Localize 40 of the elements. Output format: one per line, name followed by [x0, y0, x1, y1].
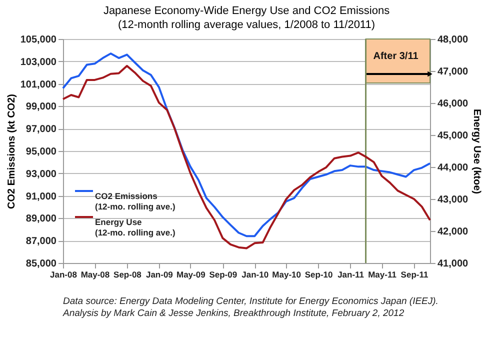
chart-subtitle: (12-month rolling average values, 1/2008 to 11/2011): [118, 19, 376, 31]
y-tick-label: 89,000: [26, 214, 57, 225]
legend-label: CO2 Emissions (12-mo. rolling ave.): [95, 191, 176, 212]
y2-tick-label: 45,000: [438, 130, 469, 142]
y-tick-label: 101,000: [20, 79, 57, 90]
y-tick-label: 87,000: [26, 236, 57, 248]
x-tick-label: Jan-09: [146, 270, 174, 280]
y-tick-label: 105,000: [20, 34, 57, 46]
y-tick-label: 97,000: [26, 124, 57, 136]
y-tick-label: 103,000: [20, 56, 57, 68]
y-axis-title: CO2 Emissions (kt CO2): [6, 94, 18, 210]
x-tick-label: May-10: [272, 270, 302, 280]
text: Analysis by Mark Cain & Jesse Jenkins, Breakthrough Institute, February 2, 2012: [62, 308, 405, 319]
y2-tick-label: 43,000: [438, 194, 469, 206]
x-tick-label: May-08: [80, 270, 110, 280]
x-tick-label: May-09: [176, 270, 206, 280]
band-label: After 3/11: [373, 51, 419, 62]
x-tick-label: Sep-09: [209, 270, 238, 280]
x-tick-label: Jan-08: [50, 270, 78, 280]
y-tick-label: 95,000: [26, 146, 57, 158]
x-tick-label: Sep-08: [114, 270, 142, 280]
y2-tick-label: 46,000: [438, 98, 469, 110]
x-tick-label: Sep-11: [400, 270, 428, 280]
y2-tick-label: 47,000: [438, 66, 469, 78]
source-note: Data source: Energy Data Modeling Center, Institute for Energy Economics Japan (IEEJ).: [63, 296, 438, 307]
y2-tick-label: 41,000: [438, 258, 469, 270]
y-tick-label: 93,000: [26, 168, 57, 180]
legend-label: Energy Use (12-mo. rolling ave.): [95, 217, 176, 238]
y-tick-label: 85,000: [26, 258, 57, 270]
y2-tick-label: 44,000: [438, 162, 469, 174]
x-tick-label: Sep-10: [304, 270, 334, 280]
y2-tick-label: 48,000: [438, 34, 469, 46]
x-tick-label: Jan-11: [338, 270, 364, 280]
y2-axis-title: Energy Use (ktoe): [471, 108, 482, 194]
chart-title: Japanese Economy-Wide Energy Use and CO2 Emissions: [103, 5, 390, 17]
y2-tick-label: 42,000: [438, 226, 469, 238]
y-tick-label: 99,000: [26, 102, 57, 113]
x-tick-label: Jan-10: [242, 270, 269, 280]
x-tick-label: May-11: [368, 270, 397, 280]
y-tick-label: 91,000: [26, 191, 57, 202]
